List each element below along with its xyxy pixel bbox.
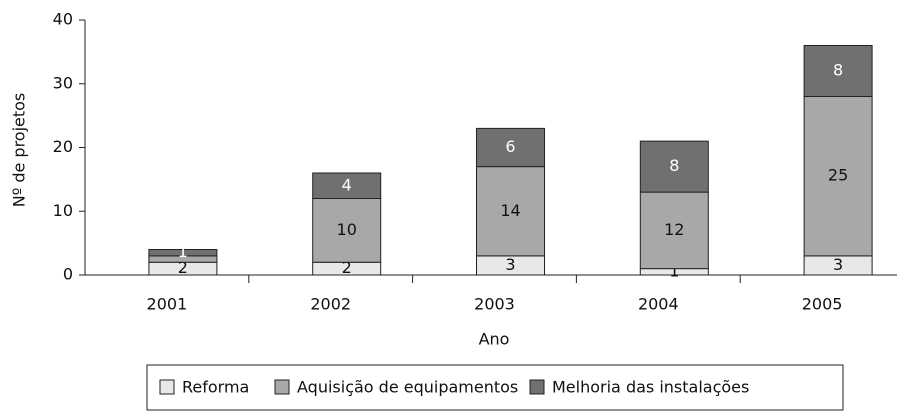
bar-segment [639, 140, 709, 193]
legend-swatch [159, 379, 175, 395]
data-label: 8 [833, 61, 843, 80]
data-label: 10 [337, 220, 357, 239]
data-label: 3 [505, 255, 515, 274]
legend-swatch [274, 379, 290, 395]
bar-segment [803, 45, 873, 97]
bar-segment [476, 127, 545, 168]
y-tick-label: 0 [63, 265, 73, 284]
bar-segment [148, 249, 218, 257]
y-tick-label: 30 [53, 73, 73, 92]
data-label: 8 [669, 156, 679, 175]
data-label: 1 [178, 242, 188, 261]
x-axis-title: Ano [479, 330, 510, 349]
legend-swatch [529, 379, 545, 395]
legend-label: Reforma [182, 378, 249, 397]
legend-box [146, 364, 844, 411]
data-label: 2 [178, 258, 188, 277]
x-tick-label: 2004 [638, 295, 679, 314]
bar-segment [639, 191, 709, 270]
data-label: 14 [500, 201, 520, 220]
legend-label: Aquisição de equipamentos [297, 378, 518, 397]
x-tick-label: 2002 [310, 295, 351, 314]
y-axis-title: Nº de projetos [10, 93, 29, 208]
legend-label: Melhoria das instalações [552, 378, 749, 397]
y-tick-label: 40 [53, 10, 73, 29]
data-label: 2 [342, 258, 352, 277]
data-label: 12 [664, 220, 684, 239]
bar-segment [312, 172, 382, 199]
data-label: 6 [505, 137, 515, 156]
data-label: 4 [342, 175, 352, 194]
y-tick-label: 20 [53, 137, 73, 156]
data-label: 25 [828, 166, 848, 185]
data-label: 3 [833, 255, 843, 274]
x-tick-label: 2005 [802, 295, 843, 314]
x-tick-label: 2003 [474, 295, 515, 314]
data-label: 1 [669, 261, 679, 280]
x-tick-label: 2001 [147, 295, 188, 314]
y-tick-label: 10 [53, 201, 73, 220]
